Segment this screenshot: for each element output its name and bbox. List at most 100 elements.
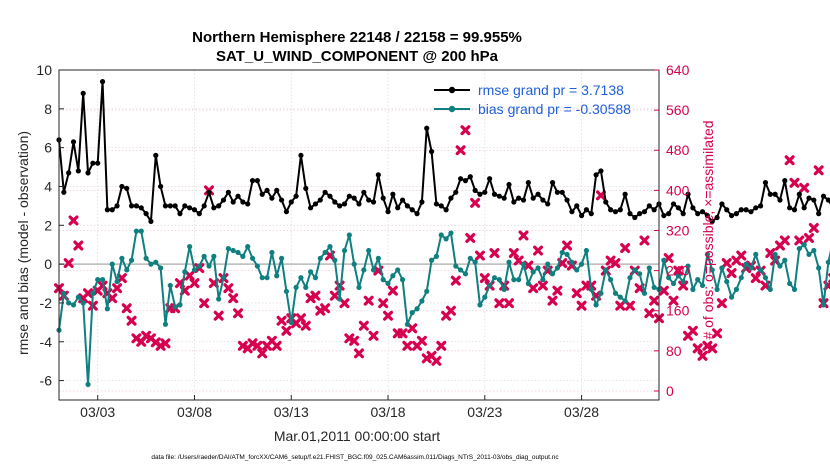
rmse-point — [399, 197, 406, 203]
rmse-point — [559, 189, 565, 195]
x-tick-label: 03/08 — [177, 404, 212, 420]
rmse-point — [133, 203, 140, 209]
bias-point — [133, 228, 140, 234]
rmse-point — [61, 189, 67, 195]
bias-point — [583, 247, 590, 254]
y2-tick-label: 320 — [666, 222, 690, 238]
legend-rmse-marker — [448, 86, 456, 94]
bias-point — [603, 267, 609, 273]
footer-data-file: data file: /Users/raeder/DAI/ATM_forcXX/… — [151, 454, 559, 461]
y2-tick-label: 80 — [666, 343, 682, 359]
assimilated-count-marker — [421, 353, 432, 364]
bias-point — [370, 267, 377, 273]
bias-point — [259, 275, 265, 281]
rmse-point — [322, 189, 328, 195]
rmse-point — [670, 201, 677, 207]
assimilated-count-marker — [445, 305, 456, 316]
bias-point — [695, 277, 701, 283]
rmse-point — [114, 203, 120, 209]
rmse-point — [709, 218, 715, 225]
rmse-point — [274, 187, 280, 193]
rmse-point — [75, 168, 81, 174]
rmse-point — [104, 207, 110, 213]
bias-point — [380, 277, 386, 283]
rmse-point — [191, 207, 198, 213]
assimilated-count-marker — [155, 340, 166, 351]
assimilated-count-marker — [537, 280, 548, 291]
rmse-point — [99, 79, 106, 85]
bias-point — [404, 321, 410, 327]
bias-point — [70, 302, 77, 308]
bias-point — [206, 263, 212, 269]
assimilated-count-marker — [528, 283, 539, 294]
bias-point — [119, 255, 125, 261]
bias-point — [453, 263, 459, 269]
rmse-point — [496, 193, 502, 199]
assimilated-count-marker — [252, 340, 263, 351]
rmse-point — [603, 199, 609, 205]
rmse-point — [90, 160, 96, 166]
bias-point — [114, 278, 120, 285]
assimilated-count-marker — [804, 233, 814, 244]
assimilated-count-marker — [184, 270, 195, 281]
assimilated-count-marker — [639, 235, 650, 246]
rmse-point — [511, 199, 517, 205]
assimilated-count-marker — [223, 283, 234, 294]
rmse-point — [433, 201, 440, 207]
rmse-point — [574, 203, 580, 209]
rmse-point — [477, 191, 483, 197]
assimilated-count-marker — [726, 268, 737, 279]
rmse-point — [327, 193, 333, 199]
bias-point — [249, 255, 256, 261]
rmse-point — [216, 203, 222, 209]
bias-point — [637, 271, 643, 277]
assimilated-count-marker — [658, 285, 669, 296]
bias-point — [491, 275, 498, 281]
bias-point — [433, 253, 440, 259]
rmse-point — [346, 193, 352, 199]
bias-point — [743, 261, 749, 267]
bias-point — [758, 267, 764, 273]
bias-point — [95, 277, 101, 283]
rmse-point — [428, 148, 435, 155]
assimilated-count-marker — [610, 258, 621, 269]
y2-tick-label: 400 — [666, 182, 690, 198]
bias-point — [467, 255, 473, 261]
bias-point — [337, 296, 343, 302]
assimilated-count-marker — [615, 300, 626, 311]
bias-point — [269, 249, 275, 256]
bias-point — [690, 286, 696, 292]
bias-point — [588, 286, 594, 292]
assimilated-count-marker — [518, 230, 529, 241]
assimilated-count-marker — [697, 350, 708, 361]
rmse-point — [269, 195, 275, 201]
rmse-point — [143, 211, 149, 217]
rmse-point — [724, 207, 730, 213]
bias-point — [61, 290, 67, 296]
rmse-point — [298, 152, 304, 159]
rmse-point — [317, 197, 323, 203]
y-tick-label: -6 — [40, 373, 53, 389]
bias-point — [99, 277, 106, 283]
assimilated-count-marker — [595, 190, 606, 201]
assimilated-count-marker — [237, 340, 248, 351]
bias-point — [762, 275, 769, 281]
bias-point — [791, 286, 798, 292]
rmse-point — [758, 203, 764, 209]
assimilated-count-marker — [789, 177, 800, 188]
bias-point — [787, 280, 793, 287]
bias-point — [699, 282, 706, 289]
bias-point — [375, 255, 381, 261]
rmse-point — [545, 201, 551, 207]
rmse-point — [225, 189, 231, 195]
y2-tick-label: 480 — [666, 142, 690, 158]
bias-point — [75, 294, 81, 300]
rmse-point — [85, 170, 91, 176]
bias-point — [80, 300, 86, 306]
rmse-point — [748, 209, 754, 215]
bias-point — [167, 282, 173, 289]
legend-bias-label: bias grand pr = -0.30588 — [478, 101, 631, 117]
rmse-point — [549, 179, 556, 186]
rmse-point — [564, 197, 570, 203]
